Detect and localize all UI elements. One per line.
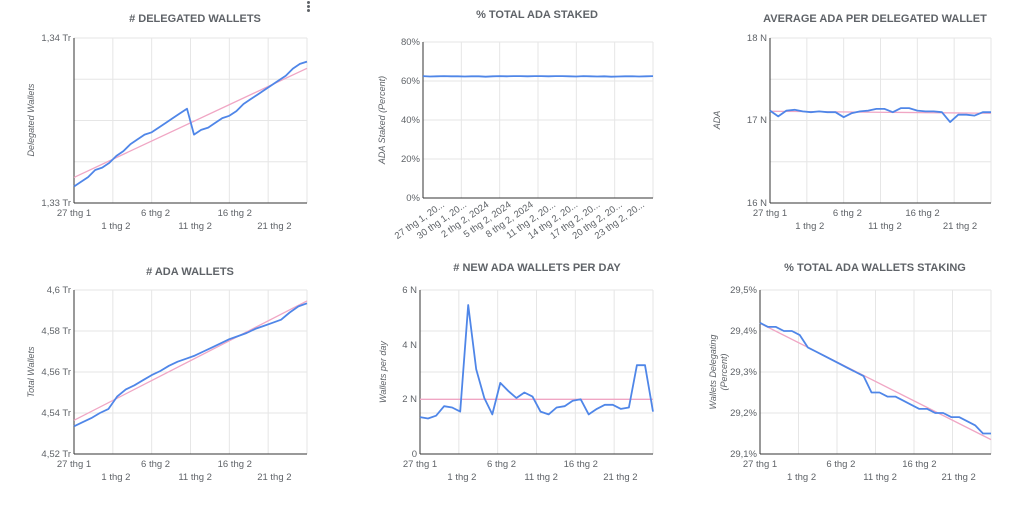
y-tick-label: 1,34 Tr: [41, 33, 71, 44]
series-line: [73, 302, 308, 428]
x-tick-label: 21 thg 2: [257, 221, 291, 232]
x-tick-label: 16 thg 2: [902, 459, 936, 470]
x-tick-label: 6 thg 2: [141, 208, 170, 219]
y-tick-label: 20%: [401, 154, 421, 165]
chart-title: # DELEGATED WALLETS: [129, 13, 261, 25]
x-tick-label: 11 thg 2: [524, 472, 558, 483]
series-line: [422, 75, 654, 78]
x-tick-label: 16 thg 2: [218, 208, 252, 219]
y-tick-label: 4,56 Tr: [41, 367, 71, 378]
chart-title: # NEW ADA WALLETS PER DAY: [453, 262, 621, 274]
x-tick-label: 6 thg 2: [141, 459, 170, 470]
y-tick-label: 4,6 Tr: [47, 285, 71, 296]
y-tick-label: 29,2%: [730, 408, 757, 419]
x-tick-label: 1 thg 2: [447, 472, 476, 483]
y-tick-label: 2 N: [402, 394, 417, 405]
x-tick-label: 27 thg 1: [57, 208, 91, 219]
y-axis-label: Wallets per day: [378, 341, 388, 403]
x-tick-label: 6 thg 2: [487, 459, 516, 470]
x-tick-label: 16 thg 2: [218, 459, 252, 470]
series-line: [73, 60, 308, 188]
series-line: [419, 304, 654, 420]
y-tick-label: 29,5%: [730, 285, 757, 296]
chart-1: # DELEGATED WALLETS Delegated Wallets 1,34…: [26, 13, 308, 232]
y-tick-label: 16 N: [747, 198, 767, 209]
x-tick-label: 1 thg 2: [101, 221, 130, 232]
chart-title: AVERAGE ADA PER DELEGATED WALLET: [763, 13, 987, 25]
x-tick-label: 6 thg 2: [833, 208, 862, 219]
x-tick-label: 21 thg 2: [943, 221, 977, 232]
chart-3: AVERAGE ADA PER DELEGATED WALLET ADA 18 N 1…: [712, 13, 992, 232]
x-tick-label: 16 thg 2: [564, 459, 598, 470]
y-axis-label: ADA Staked (Percent): [377, 76, 387, 165]
y-tick-label: 6 N: [402, 285, 417, 296]
y-axis-label: Wallets Delegating(Percent): [708, 335, 729, 410]
y-tick-label: 4 N: [402, 340, 417, 351]
y-tick-label: 18 N: [747, 33, 767, 44]
chart-title: % TOTAL ADA STAKED: [476, 9, 598, 21]
x-tick-label: 1 thg 2: [795, 221, 824, 232]
y-tick-label: 17 N: [747, 115, 767, 126]
x-tick-label: 11 thg 2: [178, 472, 212, 483]
x-tick-label: 6 thg 2: [826, 459, 855, 470]
x-tick-label: 27 thg 1: [57, 459, 91, 470]
y-tick-label: 29,4%: [730, 326, 757, 337]
y-tick-label: 80%: [401, 37, 421, 48]
chart-5: # NEW ADA WALLETS PER DAY Wallets per day…: [378, 262, 654, 483]
chart-title: # ADA WALLETS: [146, 266, 234, 278]
y-axis-label: ADA: [712, 111, 722, 131]
x-tick-label: 11 thg 2: [863, 472, 897, 483]
x-tick-label: 11 thg 2: [868, 221, 902, 232]
x-tick-label: 27 thg 1: [403, 459, 437, 470]
y-tick-label: 29,3%: [730, 367, 757, 378]
x-tick-label: 21 thg 2: [257, 472, 291, 483]
y-tick-label: 1,33 Tr: [41, 198, 71, 209]
y-axis-label: Delegated Wallets: [26, 83, 36, 156]
y-tick-label: 29,1%: [730, 449, 757, 460]
x-tick-label: 11 thg 2: [178, 221, 212, 232]
x-tick-label: 1 thg 2: [787, 472, 816, 483]
y-tick-label: 4,54 Tr: [41, 408, 71, 419]
x-tick-label: 27 thg 1: [753, 208, 787, 219]
series-line: [759, 321, 991, 435]
trend-line: [73, 300, 308, 421]
more-vert-icon[interactable]: [303, 0, 313, 14]
trend-line: [759, 322, 992, 441]
x-tick-label: 27 thg 1: [743, 459, 777, 470]
series-line: [769, 107, 991, 123]
y-tick-label: 60%: [401, 76, 421, 87]
chart-title: % TOTAL ADA WALLETS STAKING: [784, 262, 966, 274]
y-tick-label: 40%: [401, 115, 421, 126]
x-tick-label: 1 thg 2: [101, 472, 130, 483]
chart-6: % TOTAL ADA WALLETS STAKING Wallets Deleg…: [708, 262, 992, 483]
y-tick-label: 0%: [406, 193, 420, 204]
x-tick-label: 21 thg 2: [603, 472, 637, 483]
y-tick-label: 4,52 Tr: [41, 449, 71, 460]
chart-4: # ADA WALLETS Total Wallets 4,6 Tr 4,58 Tr 4…: [26, 266, 308, 483]
x-tick-label: 16 thg 2: [905, 208, 939, 219]
x-tick-label: 21 thg 2: [941, 472, 975, 483]
y-axis-label: Total Wallets: [26, 346, 36, 398]
chart-2: % TOTAL ADA STAKED ADA Staked (Percent) 80…: [377, 9, 654, 242]
y-tick-label: 4,58 Tr: [41, 326, 71, 337]
y-tick-label: 0: [412, 449, 417, 460]
